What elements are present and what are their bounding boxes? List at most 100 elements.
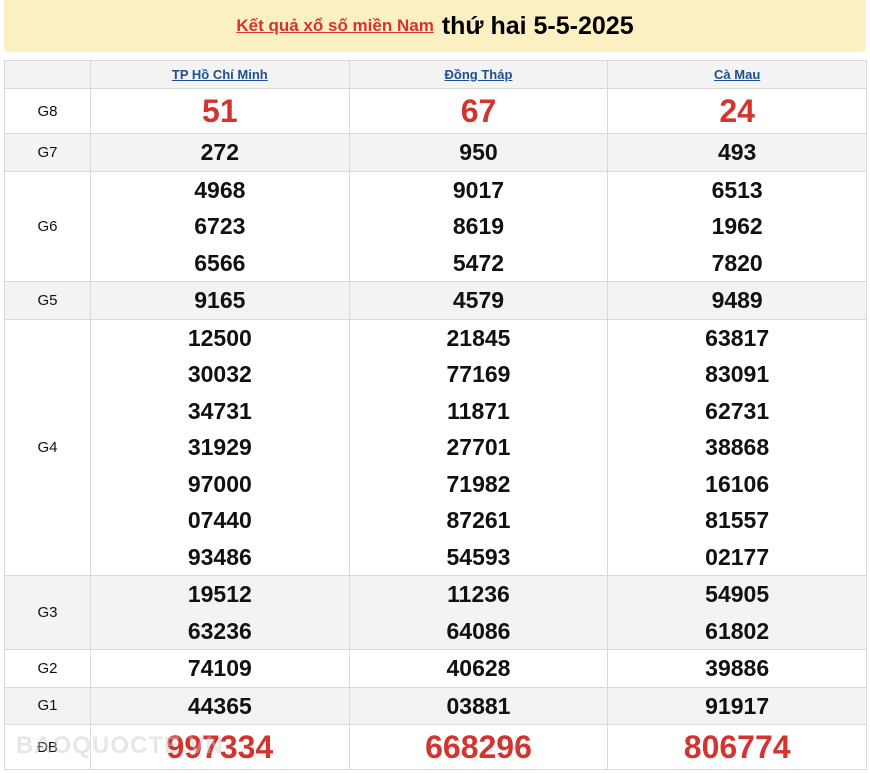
prize-row-g8: G8 51 67 24 [4, 88, 867, 134]
prize-cell: 806774 [607, 724, 867, 770]
prize-cell: 40628 [348, 649, 609, 688]
prize-number: 74109 [187, 655, 252, 681]
prize-cell: 272 [90, 133, 350, 172]
prize-cell: 21845 77169 11871 27701 71982 87261 54593 [348, 318, 609, 576]
prize-number: 272 [200, 139, 240, 165]
prize-cell: 997334 [90, 724, 350, 770]
prize-number: 493 [717, 139, 757, 165]
prize-number: 27701 [446, 434, 511, 460]
prize-number: 63236 [187, 617, 252, 644]
prize-row-g6: G6 4968 6723 6566 9017 8619 5472 6513 1962 7820 [4, 170, 867, 282]
prize-cell: 54905 61802 [607, 575, 867, 650]
prize-number: 61802 [705, 617, 770, 644]
prize-cell: 24 [607, 88, 867, 134]
prize-number: 83091 [705, 361, 770, 387]
prize-number: 87261 [446, 507, 511, 533]
prize-number: 34731 [187, 397, 252, 424]
prize-cell: 668296 [348, 724, 609, 770]
prize-number: 12500 [187, 324, 252, 351]
draw-date: thứ hai 5-5-2025 [441, 11, 634, 40]
prize-row-đb: ĐB 997334 668296 806774 [4, 724, 867, 770]
prize-cell: 950 [348, 133, 609, 172]
prize-cell: 12500 30032 34731 31929 97000 07440 93486 [90, 318, 350, 576]
prize-cell: 19512 63236 [90, 575, 350, 650]
prize-label: G2 [4, 649, 91, 688]
corner-cell [4, 60, 91, 89]
prize-number: 51 [202, 93, 238, 129]
prize-label: G3 [4, 575, 91, 650]
prize-number: 30032 [187, 361, 252, 387]
prize-cell: 9165 [90, 281, 350, 320]
prize-label: G5 [4, 281, 91, 320]
prize-number: 9165 [194, 287, 246, 313]
prize-row-g1: G1 44365 03881 91917 [4, 686, 867, 725]
prize-number: 4579 [452, 287, 505, 313]
prize-label: G4 [4, 318, 91, 576]
prize-cell: 9489 [607, 281, 867, 320]
prize-number: 9489 [711, 287, 763, 313]
prize-number: 11236 [447, 581, 510, 607]
prize-number: 6513 [711, 176, 763, 203]
prize-cell: 51 [90, 88, 350, 134]
prize-number: 54593 [446, 543, 511, 570]
province-link[interactable]: TP Hồ Chí Minh [171, 66, 268, 82]
prize-cell: 39886 [607, 649, 867, 688]
prize-number: 39886 [705, 655, 770, 681]
prize-cell: 4968 6723 6566 [90, 170, 350, 282]
prize-number: 6566 [194, 249, 246, 276]
prize-number: 77169 [446, 361, 511, 387]
province-link[interactable]: Cà Mau [714, 66, 761, 82]
prize-row-g4: G4 12500 30032 34731 31929 97000 07440 93486 218… [4, 318, 867, 576]
results-link[interactable]: Kết quả xổ số miền Nam [236, 16, 434, 35]
prize-number: 24 [719, 93, 755, 129]
prize-number: 07440 [187, 507, 252, 533]
prize-number: 63817 [705, 324, 770, 351]
prize-cell: 44365 [90, 686, 350, 725]
prize-cell: 4579 [348, 281, 609, 320]
prize-label: G6 [4, 170, 91, 282]
prize-number: 16106 [705, 470, 770, 497]
prize-number: 67 [460, 93, 497, 129]
prize-number: 62731 [705, 397, 770, 424]
prize-cell: 91917 [607, 686, 867, 725]
prize-number: 71982 [446, 470, 511, 497]
prize-number: 11871 [447, 397, 510, 424]
prize-label: G1 [4, 686, 91, 725]
prize-number: 54905 [705, 581, 770, 607]
prize-cell: 493 [607, 133, 867, 172]
prize-number: 31929 [187, 434, 252, 460]
province-header-row: TP Hồ Chí Minh Đồng Tháp Cà Mau [4, 60, 867, 89]
prize-number: 997334 [166, 729, 274, 765]
prize-number: 21845 [446, 324, 511, 351]
prize-number: 38868 [705, 434, 770, 460]
prize-cell: 03881 [348, 686, 609, 725]
prize-cell: 63817 83091 62731 38868 16106 81557 02177 [607, 318, 867, 576]
prize-label: G7 [4, 133, 91, 172]
prize-number: 91917 [705, 692, 770, 719]
prize-number: 806774 [683, 729, 791, 765]
prize-number: 40628 [446, 655, 511, 681]
prize-number: 93486 [187, 543, 252, 570]
prize-number: 19512 [187, 581, 252, 607]
prize-number: 9017 [452, 176, 505, 203]
prize-cell: 74109 [90, 649, 350, 688]
prize-number: 7820 [711, 249, 763, 276]
prize-label: ĐB [4, 724, 91, 770]
prize-number: 97000 [187, 470, 252, 497]
prize-cell: 6513 1962 7820 [607, 170, 867, 282]
prize-cell: 11236 64086 [348, 575, 609, 650]
prize-number: 950 [459, 139, 498, 165]
prize-row-g3: G3 19512 63236 11236 64086 54905 61802 [4, 575, 867, 650]
prize-row-g7: G7 272 950 493 [4, 133, 867, 172]
prize-number: 02177 [705, 543, 770, 570]
prize-number: 64086 [446, 617, 511, 644]
prize-number: 81557 [705, 507, 770, 533]
prize-row-g2: G2 74109 40628 39886 [4, 649, 867, 688]
province-link[interactable]: Đồng Tháp [444, 66, 513, 82]
prize-number: 03881 [446, 692, 511, 719]
prize-label: G8 [4, 88, 91, 134]
prize-number: 668296 [425, 729, 532, 765]
prize-number: 44365 [187, 692, 252, 719]
results-table: TP Hồ Chí Minh Đồng Tháp Cà Mau G8 51 67 24… [4, 60, 867, 770]
prize-cell: 67 [348, 88, 609, 134]
